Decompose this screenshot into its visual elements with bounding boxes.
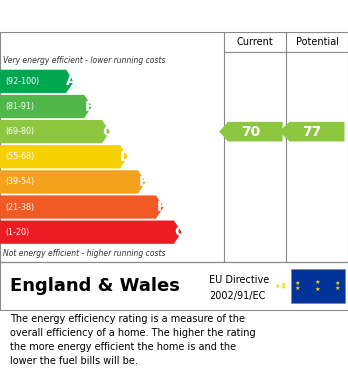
Polygon shape [279,122,345,142]
Text: Energy Efficiency Rating: Energy Efficiency Rating [10,7,239,25]
Text: 70: 70 [241,125,261,139]
Text: (55-68): (55-68) [5,152,34,161]
Text: ★: ★ [295,286,300,291]
Text: Not energy efficient - higher running costs: Not energy efficient - higher running co… [3,249,166,258]
Polygon shape [0,196,164,219]
Text: England & Wales: England & Wales [10,277,180,295]
Polygon shape [0,221,182,244]
Text: C: C [103,125,113,139]
Text: 77: 77 [302,125,322,139]
Text: F: F [157,200,166,214]
Text: (1-20): (1-20) [5,228,29,237]
Text: The energy efficiency rating is a measure of the
overall efficiency of a home. T: The energy efficiency rating is a measur… [10,314,256,366]
Text: (69-80): (69-80) [5,127,34,136]
Polygon shape [219,122,283,142]
Text: ★: ★ [295,281,300,286]
Polygon shape [0,145,128,169]
Text: B: B [85,99,95,113]
Text: ★: ★ [275,283,280,289]
Text: E: E [139,175,148,189]
Text: (81-91): (81-91) [5,102,34,111]
Text: (39-54): (39-54) [5,178,34,187]
Text: A: A [66,74,77,88]
Text: G: G [174,225,185,239]
Text: ★: ★ [335,286,340,291]
Text: ★: ★ [315,280,321,285]
Text: ★: ★ [280,285,286,290]
Polygon shape [0,120,110,143]
Text: (21-38): (21-38) [5,203,34,212]
Polygon shape [0,70,74,93]
Text: Potential: Potential [295,37,339,47]
Text: (92-100): (92-100) [5,77,39,86]
Text: EU Directive: EU Directive [209,275,269,285]
Text: 2002/91/EC: 2002/91/EC [209,291,265,301]
Polygon shape [0,170,146,194]
Text: Current: Current [237,37,274,47]
Text: ★: ★ [315,287,321,292]
Text: ★: ★ [335,281,340,286]
Text: Very energy efficient - lower running costs: Very energy efficient - lower running co… [3,56,166,65]
Text: D: D [120,150,132,164]
Bar [291,269,345,303]
Polygon shape [0,95,92,118]
Text: ★: ★ [280,282,286,287]
